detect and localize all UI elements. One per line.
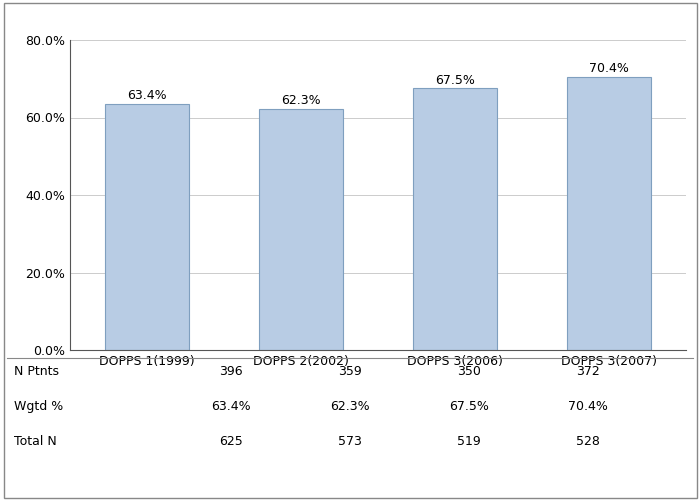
Text: N Ptnts: N Ptnts [14, 365, 59, 378]
Text: Wgtd %: Wgtd % [14, 400, 63, 413]
Text: 63.4%: 63.4% [211, 400, 251, 413]
Text: 519: 519 [457, 435, 481, 448]
Text: 62.3%: 62.3% [330, 400, 370, 413]
Text: 70.4%: 70.4% [589, 62, 629, 76]
Text: 70.4%: 70.4% [568, 400, 608, 413]
Text: 359: 359 [338, 365, 362, 378]
Text: 528: 528 [576, 435, 600, 448]
Text: 573: 573 [338, 435, 362, 448]
Text: 396: 396 [219, 365, 243, 378]
Text: 67.5%: 67.5% [449, 400, 489, 413]
Text: 372: 372 [576, 365, 600, 378]
Text: 350: 350 [457, 365, 481, 378]
Text: 63.4%: 63.4% [127, 90, 167, 102]
Text: 625: 625 [219, 435, 243, 448]
Bar [567, 77, 652, 350]
Text: Total N: Total N [14, 435, 57, 448]
Bar [413, 88, 498, 350]
Text: 62.3%: 62.3% [281, 94, 321, 106]
Bar [105, 104, 189, 350]
Text: 67.5%: 67.5% [435, 74, 475, 86]
Bar [258, 108, 343, 350]
